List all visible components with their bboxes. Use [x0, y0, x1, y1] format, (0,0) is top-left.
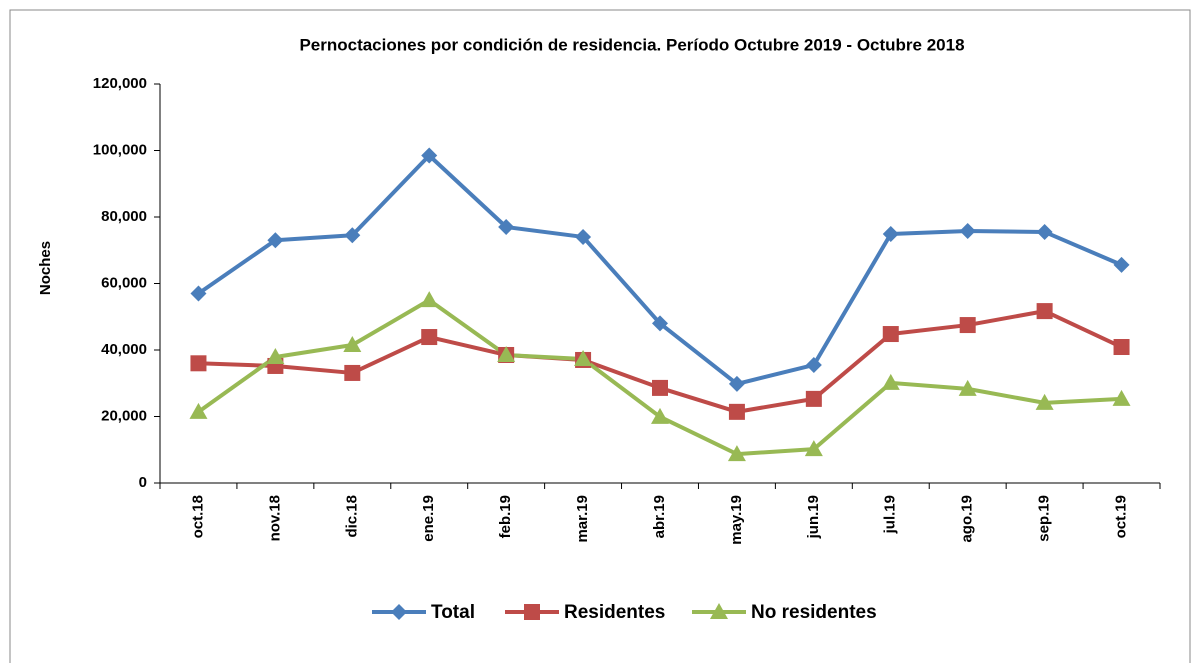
legend-label: Total — [431, 602, 475, 623]
marker — [421, 147, 438, 164]
marker — [574, 349, 593, 366]
y-tick-label: 20,000 — [101, 407, 147, 424]
marker — [420, 291, 439, 308]
marker — [524, 604, 540, 620]
marker — [804, 440, 823, 457]
chart-frame — [9, 9, 1191, 663]
marker — [652, 379, 668, 396]
marker — [805, 356, 822, 373]
marker — [1035, 393, 1054, 410]
marker — [882, 326, 899, 343]
x-tick-label: nov.18 — [266, 495, 283, 541]
x-tick-label: oct.19 — [1113, 495, 1130, 538]
marker — [728, 375, 745, 392]
marker — [727, 445, 746, 462]
marker — [651, 407, 669, 424]
marker — [710, 603, 728, 619]
x-tick-label: may.19 — [728, 495, 745, 545]
marker — [1112, 389, 1131, 406]
x-tick-label: jun.19 — [805, 495, 822, 539]
marker — [190, 285, 207, 302]
marker — [344, 364, 361, 381]
marker — [343, 336, 362, 353]
marker — [267, 232, 284, 249]
marker — [882, 225, 899, 242]
y-tick-label: 100,000 — [93, 141, 147, 158]
marker — [1113, 339, 1130, 356]
marker — [652, 315, 668, 332]
marker — [189, 402, 208, 419]
marker — [497, 345, 516, 362]
marker — [959, 317, 976, 334]
y-axis-label: Noches — [37, 241, 54, 295]
x-tick-label: mar.19 — [574, 495, 591, 543]
x-tick-label: sep.19 — [1036, 495, 1053, 542]
x-tick-label: ene.19 — [420, 495, 437, 542]
marker — [958, 379, 977, 396]
y-tick-label: 0 — [139, 474, 147, 491]
marker — [344, 227, 361, 244]
marker — [190, 355, 207, 372]
x-tick-label: abr.19 — [651, 495, 668, 538]
marker — [421, 329, 438, 346]
x-tick-label: feb.19 — [497, 495, 514, 538]
legend-label: No residentes — [751, 602, 877, 623]
chart-title: Pernoctaciones por condición de residenc… — [299, 35, 964, 54]
marker — [959, 222, 976, 239]
y-tick-label: 40,000 — [101, 341, 147, 358]
marker — [391, 604, 407, 620]
marker — [1036, 303, 1053, 320]
marker — [575, 228, 592, 245]
marker — [805, 390, 822, 407]
y-tick-label: 60,000 — [101, 274, 147, 291]
x-tick-label: oct.18 — [189, 495, 206, 538]
x-tick-label: dic.18 — [343, 495, 360, 538]
x-tick-label: jul.19 — [882, 495, 899, 534]
legend-label: Residentes — [564, 602, 665, 623]
marker — [266, 347, 285, 364]
marker — [1036, 223, 1053, 240]
marker — [728, 403, 745, 420]
y-tick-label: 120,000 — [93, 75, 147, 92]
marker — [1113, 256, 1130, 273]
marker — [498, 218, 515, 235]
x-tick-label: ago.19 — [959, 495, 976, 543]
y-tick-label: 80,000 — [101, 208, 147, 225]
marker — [881, 373, 900, 390]
